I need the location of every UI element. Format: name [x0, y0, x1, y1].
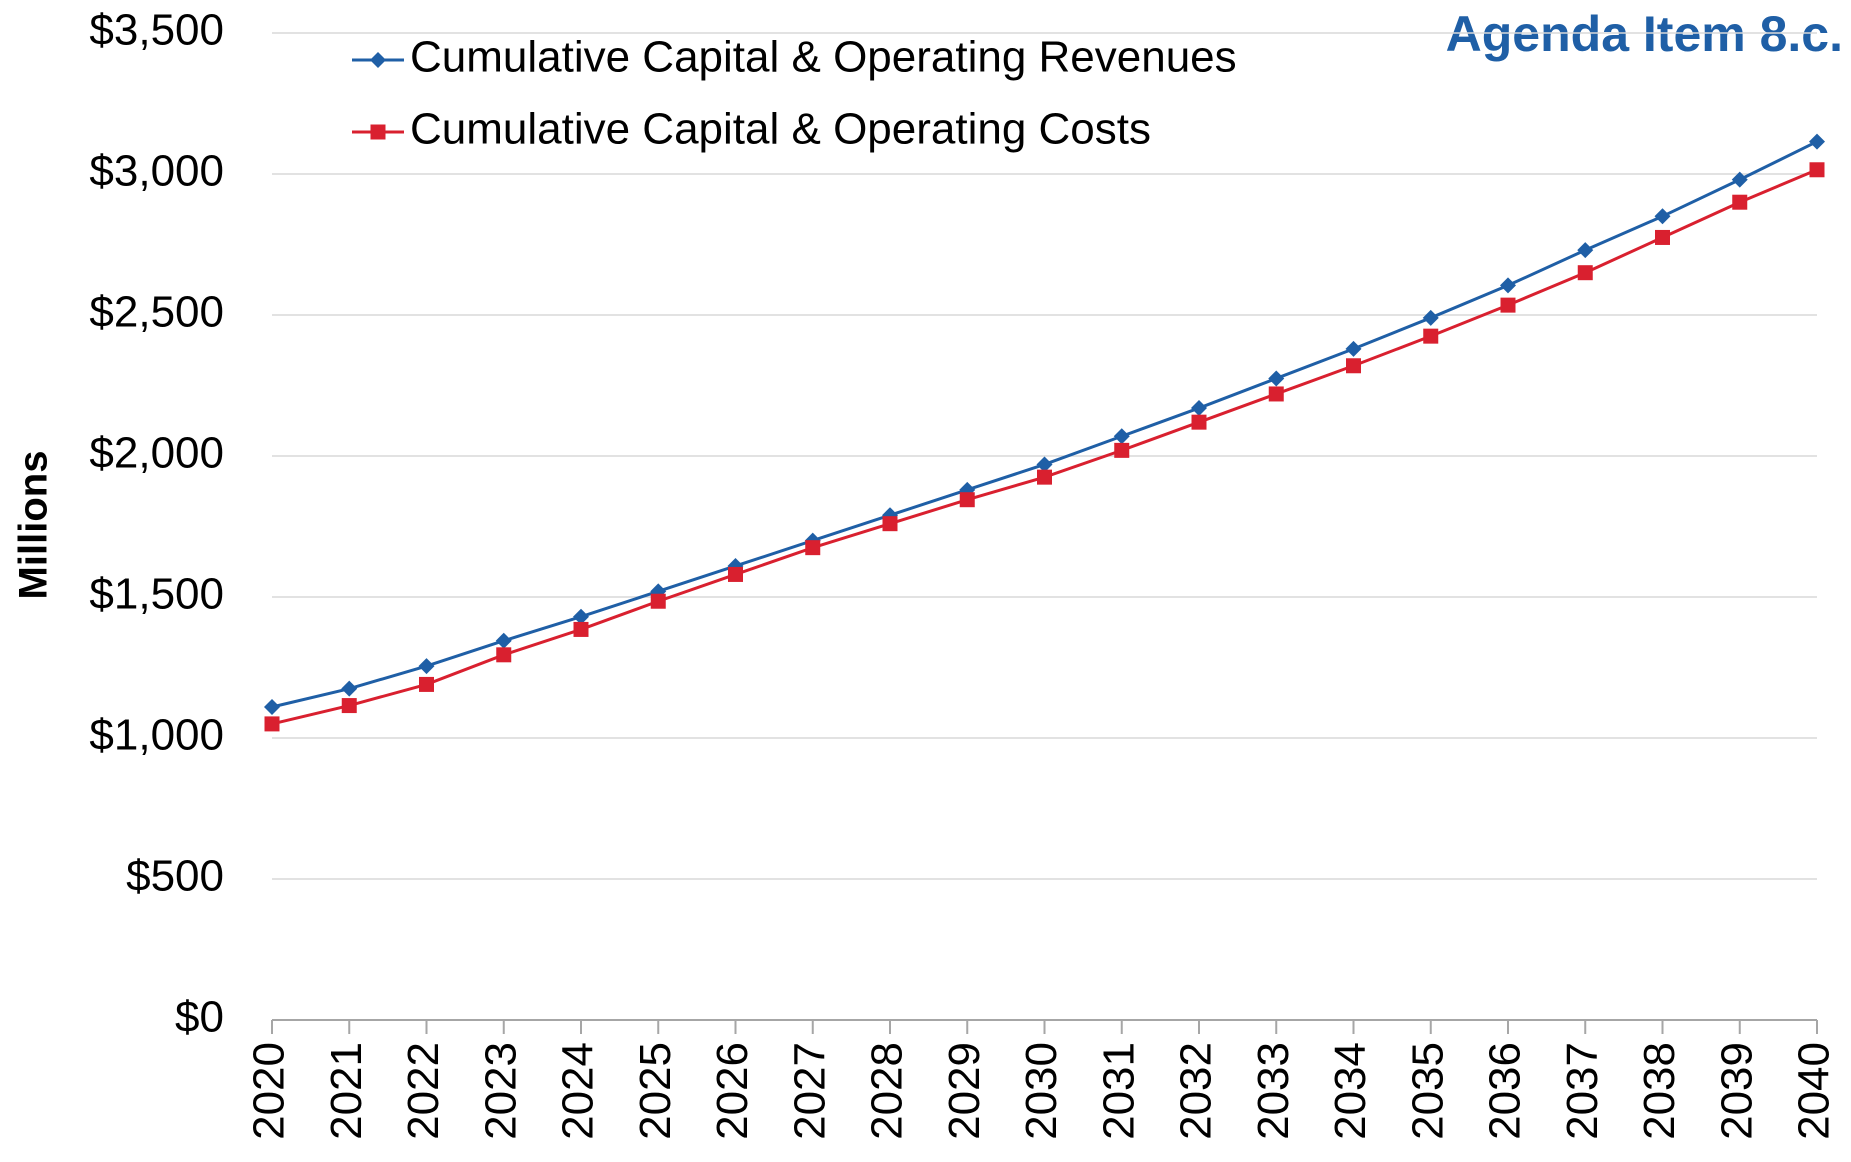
point [573, 621, 589, 637]
x-tick-label: 2032 [1172, 1042, 1221, 1140]
x-tick-label: 2040 [1790, 1042, 1839, 1140]
y-tick-label: $1,500 [89, 570, 224, 619]
point [1268, 370, 1285, 387]
y-tick-label: $500 [126, 852, 224, 901]
point [1500, 297, 1516, 313]
point [418, 658, 435, 675]
y-tick-label: $3,500 [89, 6, 224, 55]
point [1036, 456, 1053, 473]
point [264, 698, 280, 715]
point [1191, 400, 1207, 417]
x-tick-label: 2026 [708, 1042, 757, 1140]
x-tick-label: 2024 [554, 1042, 603, 1140]
point [1731, 171, 1748, 188]
point [1732, 194, 1748, 210]
point [370, 124, 386, 140]
x-tick-label: 2036 [1481, 1042, 1530, 1140]
x-tick-label: 2025 [631, 1042, 680, 1140]
legend-label: Cumulative Capital & Operating Revenues [410, 33, 1237, 82]
y-axis-label: Millions [12, 451, 56, 600]
x-tick-label: 2037 [1558, 1042, 1607, 1140]
point [573, 608, 589, 625]
point [496, 647, 512, 663]
x-tick-label: 2030 [1017, 1042, 1066, 1140]
x-tick-label: 2023 [476, 1042, 525, 1140]
point [882, 516, 898, 532]
point [805, 540, 821, 556]
point [1655, 229, 1670, 245]
x-tick-label: 2021 [322, 1042, 371, 1140]
point [370, 52, 386, 68]
y-tick-label: $0 [175, 993, 224, 1042]
point [419, 676, 434, 692]
point [1345, 340, 1362, 357]
point [1577, 242, 1594, 259]
annotation: Agenda Item 8.c. [1446, 6, 1843, 62]
point [650, 593, 666, 609]
y-tick-label: $1,000 [89, 711, 224, 760]
point [264, 716, 280, 732]
y-tick-label: $3,000 [89, 147, 224, 196]
point [1423, 328, 1439, 344]
point [1500, 277, 1516, 294]
point [1809, 162, 1825, 178]
point [1037, 469, 1052, 485]
x-tick-label: 2022 [399, 1042, 448, 1140]
point [341, 698, 357, 714]
point [1654, 208, 1671, 225]
x-tick-label: 2034 [1326, 1042, 1375, 1140]
legend-label: Cumulative Capital & Operating Costs [410, 105, 1151, 154]
x-tick-label: 2029 [940, 1042, 989, 1140]
series-line [271, 140, 1818, 709]
point [1422, 309, 1439, 326]
x-tick-label: 2028 [863, 1042, 912, 1140]
point [1113, 428, 1130, 445]
x-tick-label: 2039 [1712, 1042, 1761, 1140]
x-tick-label: 2038 [1635, 1042, 1684, 1140]
point [495, 632, 512, 649]
point [959, 492, 975, 508]
y-tick-label: $2,000 [89, 429, 224, 478]
x-tick-label: 2035 [1403, 1042, 1452, 1140]
x-tick-label: 2033 [1249, 1042, 1298, 1140]
point [1191, 414, 1207, 430]
x-tick-label: 2031 [1094, 1042, 1143, 1140]
y-tick-label: $2,500 [89, 288, 224, 337]
x-tick-label: 2020 [245, 1042, 294, 1140]
point [1114, 442, 1130, 458]
point [1268, 386, 1284, 402]
x-tick-label: 2027 [785, 1042, 834, 1140]
point [1577, 265, 1593, 281]
point [728, 566, 743, 582]
point [341, 680, 358, 697]
point [1809, 133, 1825, 150]
point [1346, 358, 1361, 374]
